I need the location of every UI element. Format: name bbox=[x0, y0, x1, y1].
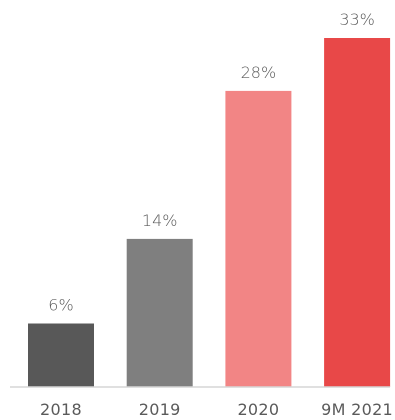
bar-2020 bbox=[225, 90, 292, 388]
data-label-2020: 28% bbox=[241, 63, 277, 82]
bar-9m-2021 bbox=[324, 38, 391, 387]
data-label-2018: 6% bbox=[48, 296, 73, 315]
x-tick-label-2020: 2020 bbox=[237, 400, 279, 419]
x-tick-label-9m-2021: 9M 2021 bbox=[321, 400, 393, 419]
x-tick-label-2018: 2018 bbox=[40, 400, 82, 419]
value-labels-group: 6% 14% 28% 33% bbox=[48, 10, 375, 315]
x-tick-label-2019: 2019 bbox=[139, 400, 181, 419]
bar-2019 bbox=[126, 238, 193, 387]
bars-group bbox=[28, 38, 391, 388]
bar-2018 bbox=[28, 323, 94, 387]
x-tick-labels-group: 2018 2019 2020 9M 2021 bbox=[40, 400, 393, 419]
data-label-9m-2021: 33% bbox=[339, 10, 375, 29]
data-label-2019: 14% bbox=[142, 211, 178, 230]
